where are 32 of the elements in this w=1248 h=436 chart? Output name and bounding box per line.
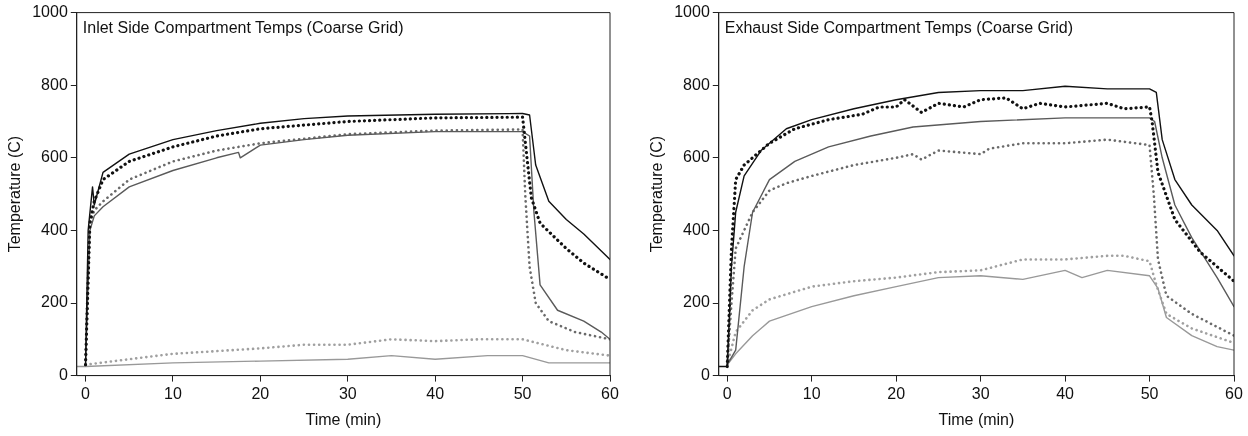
y-tick-label: 400 [41, 220, 68, 238]
x-tick-label: 10 [164, 384, 182, 402]
chart-title: Inlet Side Compartment Temps (Coarse Grid) [82, 19, 404, 37]
y-tick-label: 200 [683, 293, 710, 311]
y-tick-label: 0 [700, 366, 710, 384]
x-axis-title: Time (min) [305, 410, 382, 428]
chart-title: Exhaust Side Compartment Temps (Coarse Grid) [724, 19, 1074, 37]
y-tick-label: 800 [41, 75, 68, 93]
y-tick-label: 1000 [32, 3, 68, 21]
y-tick-label: 600 [41, 148, 68, 166]
x-tick-label: 0 [81, 384, 91, 402]
y-tick-label: 0 [58, 366, 68, 384]
x-axis-title: Time (min) [938, 410, 1015, 428]
x-tick-label: 40 [1056, 384, 1075, 402]
y-axis-title: Temperature (C) [648, 135, 666, 253]
x-tick-label: 20 [251, 384, 270, 402]
y-tick-label: 400 [683, 220, 710, 238]
y-tick-label: 800 [683, 75, 710, 93]
x-tick-label: 60 [1225, 384, 1243, 402]
y-axis-title: Temperature (C) [6, 135, 24, 253]
x-tick-label: 20 [887, 384, 906, 402]
x-tick-label: 30 [971, 384, 990, 402]
x-tick-label: 50 [513, 384, 532, 402]
x-tick-label: 30 [338, 384, 357, 402]
x-tick-label: 50 [1140, 384, 1159, 402]
y-tick-label: 1000 [674, 3, 710, 21]
x-tick-label: 40 [426, 384, 445, 402]
y-tick-label: 200 [41, 293, 68, 311]
x-tick-label: 0 [722, 384, 732, 402]
x-tick-label: 10 [802, 384, 821, 402]
x-tick-label: 60 [601, 384, 619, 402]
y-tick-label: 600 [683, 148, 710, 166]
